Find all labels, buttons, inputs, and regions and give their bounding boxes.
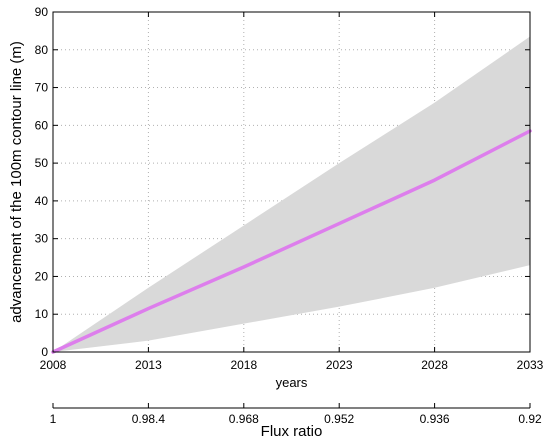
x-tick-label: 2033 xyxy=(517,358,544,372)
secondary-tick-label: 1 xyxy=(50,412,57,426)
y-tick-label: 90 xyxy=(35,5,49,19)
grid-lines xyxy=(53,12,530,352)
y-tick-label: 30 xyxy=(35,232,49,246)
x-tick-label: 2028 xyxy=(421,358,448,372)
y-tick-label: 40 xyxy=(35,194,49,208)
x-axis-title: years xyxy=(276,375,308,390)
y-tick-label: 70 xyxy=(35,81,49,95)
y-axis-ticks: 0 10 20 30 40 50 60 70 80 90 xyxy=(35,5,530,359)
secondary-tick-label: 0.936 xyxy=(420,412,450,426)
y-tick-label: 50 xyxy=(35,156,49,170)
y-tick-label: 60 xyxy=(35,118,49,132)
x-axis-ticks: 2008 2013 2018 2023 2028 2033 xyxy=(40,12,544,372)
y-tick-label: 80 xyxy=(35,43,49,57)
secondary-tick-label: 0.968 xyxy=(229,412,259,426)
x-tick-label: 2018 xyxy=(230,358,257,372)
x-tick-label: 2008 xyxy=(40,358,67,372)
x-tick-label: 2013 xyxy=(135,358,162,372)
secondary-tick-label: 0.92 xyxy=(518,412,542,426)
secondary-axis-ticks: 1 0.98.4 0.968 0.952 0.936 0.92 xyxy=(50,403,542,426)
y-tick-label: 10 xyxy=(35,307,49,321)
plot-frame xyxy=(52,11,531,353)
uncertainty-band xyxy=(53,36,530,353)
secondary-tick-label: 0.952 xyxy=(324,412,354,426)
x-tick-label: 2023 xyxy=(326,358,353,372)
y-tick-label: 0 xyxy=(41,345,48,359)
secondary-tick-label: 0.98.4 xyxy=(132,412,166,426)
y-tick-label: 20 xyxy=(35,269,49,283)
y-axis-title: advancement of the 100m contour line (m) xyxy=(8,41,25,323)
secondary-axis-title: Flux ratio xyxy=(261,423,323,440)
series-line xyxy=(51,129,532,354)
